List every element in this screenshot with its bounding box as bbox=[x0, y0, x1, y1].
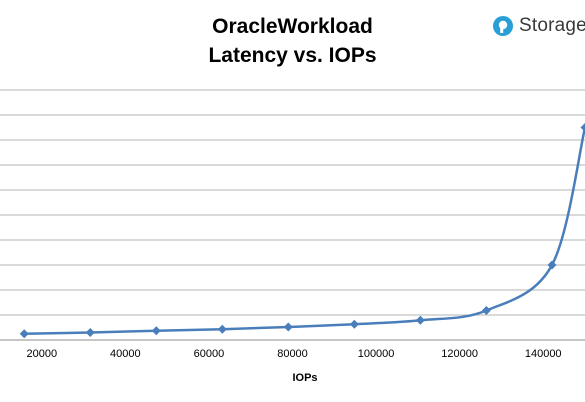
x-tick-label-40000: 40000 bbox=[110, 348, 141, 360]
x-tick-label-100000: 100000 bbox=[358, 348, 395, 360]
x-axis-label: IOPs bbox=[292, 372, 317, 384]
x-axis-ticks: 20000 40000 60000 80000 100000 120000 140000 bbox=[26, 348, 561, 360]
x-tick-label-20000: 20000 bbox=[26, 348, 57, 360]
series-line-group bbox=[19, 123, 585, 339]
series-line bbox=[24, 127, 585, 335]
chart-title-line-2: Latency vs. IOPs bbox=[208, 44, 377, 67]
data-point-6 bbox=[415, 315, 425, 325]
x-tick-label-80000: 80000 bbox=[277, 348, 308, 360]
x-tick-label-60000: 60000 bbox=[194, 348, 225, 360]
data-point-1 bbox=[85, 328, 95, 337]
data-point-8 bbox=[547, 260, 557, 270]
data-point-7 bbox=[481, 306, 491, 315]
x-tick-label-140000: 140000 bbox=[525, 348, 562, 360]
data-point-4 bbox=[283, 322, 293, 332]
storagereview-logo-icon bbox=[493, 16, 513, 36]
chart-title-line-1: OracleWorkload bbox=[212, 15, 373, 38]
data-point-9 bbox=[580, 123, 585, 132]
data-point-2 bbox=[151, 326, 161, 336]
logo-text: Storage bbox=[519, 15, 585, 36]
data-point-3 bbox=[217, 324, 227, 334]
storage-logo: Storage bbox=[492, 13, 585, 39]
data-point-0 bbox=[19, 329, 29, 339]
gridlines bbox=[0, 89, 585, 341]
x-tick-label-120000: 120000 bbox=[441, 348, 478, 360]
chart-title: OracleWorkload Latency vs. IOPs bbox=[0, 12, 585, 70]
data-point-5 bbox=[349, 319, 359, 329]
